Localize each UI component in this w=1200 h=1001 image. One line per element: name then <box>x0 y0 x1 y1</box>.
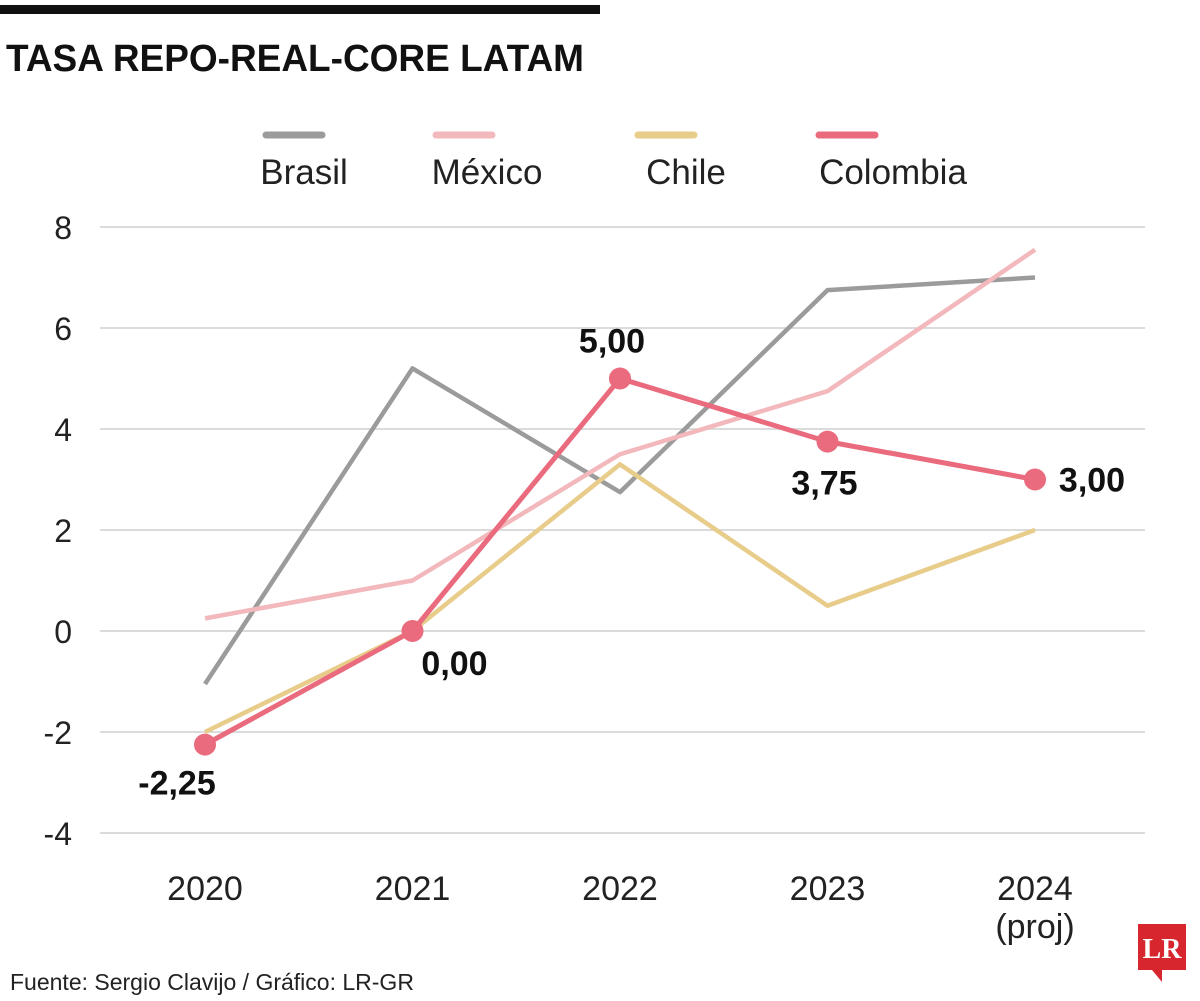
y-tick-label: -2 <box>44 715 72 751</box>
data-point <box>194 733 216 756</box>
legend-label: Brasil <box>260 153 348 192</box>
series-line <box>204 462 1036 735</box>
data-label: -2,25 <box>138 765 216 803</box>
logo-text: LR <box>1143 934 1183 965</box>
x-tick-label: 2020 <box>167 870 243 908</box>
y-tick-label: 8 <box>54 210 72 246</box>
x-tick-label: 2021 <box>374 870 451 908</box>
data-label: 0,00 <box>421 645 487 683</box>
data-point <box>609 367 631 390</box>
legend-label: Colombia <box>819 153 967 192</box>
x-tick-label: 2022 <box>582 870 658 908</box>
legend-label: Chile <box>646 153 726 192</box>
data-point <box>401 620 424 642</box>
data-label: 3,00 <box>1059 462 1125 500</box>
y-tick-label: 0 <box>54 614 72 650</box>
x-tick-label: 2023 <box>789 870 866 908</box>
x-tick-label: 2024 (proj) <box>995 870 1075 946</box>
y-tick-label: 4 <box>54 412 72 448</box>
logo-tail <box>1152 970 1162 982</box>
data-label: 3,75 <box>791 465 857 503</box>
y-tick-label: 2 <box>54 513 72 549</box>
y-tick-label: 6 <box>54 311 72 347</box>
y-tick-label: -4 <box>44 816 72 852</box>
top-bar <box>0 5 600 14</box>
data-point <box>1024 468 1046 491</box>
legend-label: México <box>432 153 543 192</box>
series-line <box>203 275 1036 686</box>
source-note: Fuente: Sergio Clavijo / Gráfico: LR-GR <box>10 969 414 995</box>
series-line <box>203 376 1036 747</box>
chart-title: TASA REPO-REAL-CORE LATAM <box>6 38 584 80</box>
data-label: 5,00 <box>579 323 645 361</box>
data-point <box>816 430 839 453</box>
logo-box <box>1138 924 1186 970</box>
series-line <box>204 247 1037 621</box>
